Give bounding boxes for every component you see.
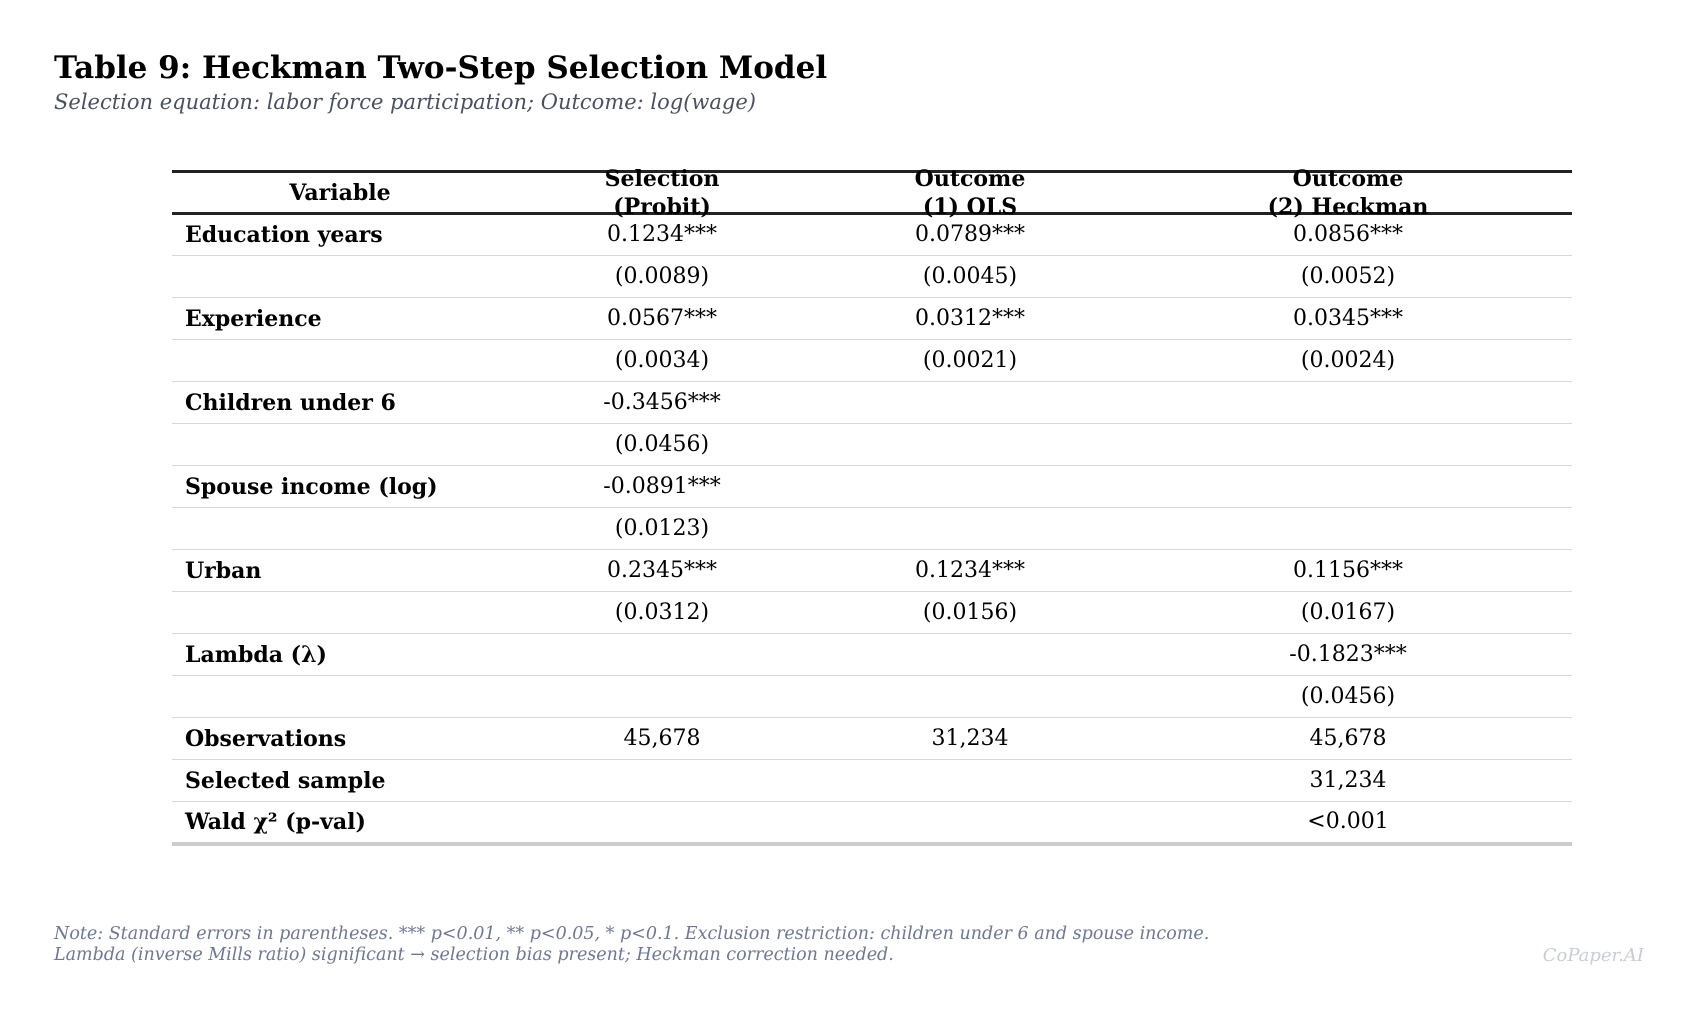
estimate-cell: [508, 759, 816, 802]
table-row: (0.0089) (0.0045) (0.0052): [172, 255, 1572, 298]
column-header-line: (2) Heckman: [1267, 193, 1429, 220]
estimate-cell: (0.0034): [508, 339, 816, 382]
variable-name-cell: Lambda (λ): [172, 633, 508, 676]
estimate-cell: [1124, 507, 1572, 550]
estimate-cell: 0.0789***: [816, 213, 1124, 256]
variable-name-cell: Urban: [172, 549, 508, 592]
table-row: Spouse income (log) -0.0891***: [172, 465, 1572, 508]
estimate-cell: 31,234: [1124, 759, 1572, 802]
watermark: CoPaper.AI: [1542, 945, 1644, 966]
estimate-cell: -0.1823***: [1124, 633, 1572, 676]
estimate-cell: <0.001: [1124, 801, 1572, 846]
table-row: Children under 6 -0.3456***: [172, 381, 1572, 424]
table-row: (0.0312) (0.0156) (0.0167): [172, 591, 1572, 634]
column-header-0: Variable: [172, 170, 508, 215]
estimate-cell: (0.0024): [1124, 339, 1572, 382]
estimate-cell: 0.1234***: [508, 213, 816, 256]
column-header-line: (Probit): [613, 193, 711, 220]
estimate-cell: (0.0312): [508, 591, 816, 634]
variable-name-cell: [172, 339, 508, 382]
estimate-cell: [1124, 381, 1572, 424]
table-row: Observations 45,678 31,234 45,678: [172, 717, 1572, 760]
column-header-line: Selection: [604, 165, 720, 192]
variable-name-cell: Children under 6: [172, 381, 508, 424]
variable-name-cell: [172, 675, 508, 718]
estimate-cell: (0.0052): [1124, 255, 1572, 298]
estimate-cell: [816, 423, 1124, 466]
column-header-line: Outcome: [914, 165, 1026, 192]
variable-name-cell: Wald χ² (p-val): [172, 801, 508, 846]
estimate-cell: (0.0456): [508, 423, 816, 466]
estimate-cell: 0.1156***: [1124, 549, 1572, 592]
table-note-line-1: Note: Standard errors in parentheses. **…: [54, 924, 1210, 944]
column-header-lines: Selection (Probit): [508, 165, 816, 221]
estimate-cell: [816, 633, 1124, 676]
table-row: Selected sample 31,234: [172, 759, 1572, 802]
estimate-cell: (0.0156): [816, 591, 1124, 634]
estimate-cell: 0.0567***: [508, 297, 816, 340]
column-header-1: Selection (Probit): [508, 166, 816, 220]
variable-name-cell: [172, 255, 508, 298]
estimate-cell: 0.0312***: [816, 297, 1124, 340]
column-header-2: Outcome (1) OLS: [816, 166, 1124, 220]
regression-table: Variable Selection (Probit) Outcome (1) OLS O…: [172, 166, 1572, 846]
estimate-cell: [816, 507, 1124, 550]
estimate-cell: 0.0856***: [1124, 213, 1572, 256]
variable-name-cell: Selected sample: [172, 759, 508, 802]
table-header-row: Variable Selection (Probit) Outcome (1) OLS O…: [172, 166, 1572, 220]
variable-name-cell: [172, 507, 508, 550]
variable-name-cell: [172, 423, 508, 466]
estimate-cell: (0.0021): [816, 339, 1124, 382]
estimate-cell: 31,234: [816, 717, 1124, 760]
column-header-lines: Outcome (1) OLS: [816, 165, 1124, 221]
regression-table-container: Variable Selection (Probit) Outcome (1) OLS O…: [172, 166, 1572, 846]
estimate-cell: -0.0891***: [508, 465, 816, 508]
variable-name-cell: [172, 591, 508, 634]
table-row: Lambda (λ) -0.1823***: [172, 633, 1572, 676]
estimate-cell: 0.2345***: [508, 549, 816, 592]
variable-name-cell: Observations: [172, 717, 508, 760]
estimate-cell: [1124, 465, 1572, 508]
table-row: (0.0123): [172, 507, 1572, 550]
estimate-cell: [816, 675, 1124, 718]
table-row: Experience 0.0567*** 0.0312*** 0.0345***: [172, 297, 1572, 340]
table-row: Wald χ² (p-val) <0.001: [172, 801, 1572, 846]
estimate-cell: (0.0089): [508, 255, 816, 298]
estimate-cell: 45,678: [1124, 717, 1572, 760]
estimate-cell: 45,678: [508, 717, 816, 760]
table-row: Education years 0.1234*** 0.0789*** 0.0856*…: [172, 213, 1572, 256]
estimate-cell: -0.3456***: [508, 381, 816, 424]
variable-name-cell: Spouse income (log): [172, 465, 508, 508]
estimate-cell: [816, 759, 1124, 802]
table-row: (0.0034) (0.0021) (0.0024): [172, 339, 1572, 382]
estimate-cell: [508, 675, 816, 718]
variable-name-cell: Experience: [172, 297, 508, 340]
estimate-cell: 0.1234***: [816, 549, 1124, 592]
estimate-cell: [1124, 423, 1572, 466]
estimate-cell: [816, 801, 1124, 846]
column-header-line: Outcome: [1292, 165, 1404, 192]
estimate-cell: (0.0167): [1124, 591, 1572, 634]
estimate-cell: [816, 381, 1124, 424]
table-body: Education years 0.1234*** 0.0789*** 0.0856*…: [172, 213, 1572, 846]
variable-name-cell: Education years: [172, 213, 508, 256]
estimate-cell: (0.0123): [508, 507, 816, 550]
table-row: (0.0456): [172, 675, 1572, 718]
column-header-line: (1) OLS: [922, 193, 1018, 220]
estimate-cell: [816, 465, 1124, 508]
table-row: Urban 0.2345*** 0.1234*** 0.1156***: [172, 549, 1572, 592]
column-header-3: Outcome (2) Heckman: [1124, 166, 1572, 220]
estimate-cell: 0.0345***: [1124, 297, 1572, 340]
column-header-lines: Outcome (2) Heckman: [1124, 165, 1572, 221]
estimate-cell: (0.0045): [816, 255, 1124, 298]
estimate-cell: [508, 801, 816, 846]
page-subtitle: Selection equation: labor force particip…: [54, 90, 756, 114]
table-note-line-2: Lambda (inverse Mills ratio) significant…: [54, 945, 894, 965]
estimate-cell: (0.0456): [1124, 675, 1572, 718]
table-note: Note: Standard errors in parentheses. **…: [54, 924, 1209, 966]
estimate-cell: [508, 633, 816, 676]
table-row: (0.0456): [172, 423, 1572, 466]
page-title: Table 9: Heckman Two-Step Selection Mode…: [54, 50, 828, 86]
